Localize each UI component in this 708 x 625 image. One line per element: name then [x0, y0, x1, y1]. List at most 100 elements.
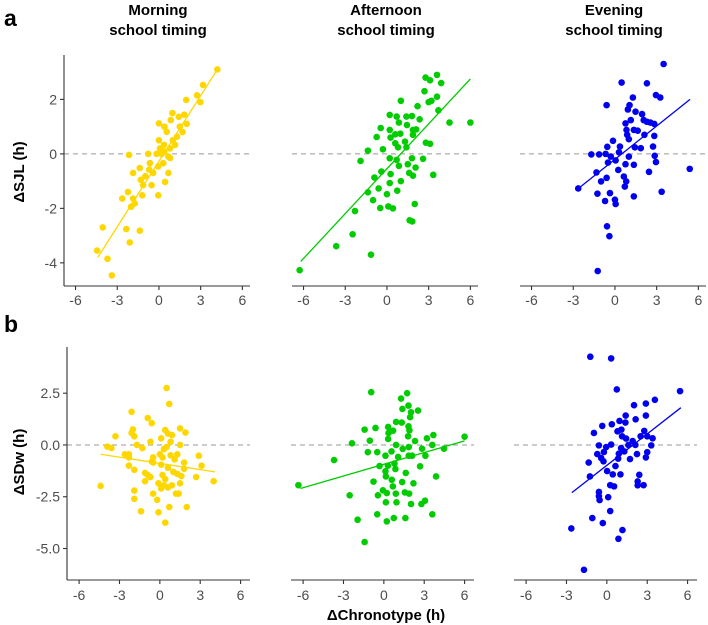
data-point — [403, 389, 411, 397]
data-point — [387, 134, 394, 141]
data-point — [404, 432, 412, 440]
data-point — [423, 435, 431, 442]
data-point — [157, 485, 165, 492]
data-point — [153, 150, 160, 158]
data-point — [686, 165, 694, 173]
regression-line — [100, 453, 216, 473]
x-tick-label: 0 — [611, 292, 619, 308]
data-point — [649, 435, 656, 442]
data-point — [180, 111, 188, 118]
data-point — [433, 93, 441, 100]
data-point — [167, 452, 174, 459]
data-point — [617, 471, 624, 478]
data-point — [379, 145, 387, 153]
data-point — [633, 450, 641, 458]
data-point — [618, 79, 625, 86]
data-point — [137, 507, 145, 515]
data-point — [167, 116, 175, 124]
x-tick-label: -3 — [567, 292, 580, 308]
data-point — [626, 455, 634, 463]
y-axis-label-sjl: ΔSJL (h) — [11, 141, 28, 202]
data-point — [108, 444, 115, 452]
data-point — [382, 499, 390, 506]
x-tick-label: 6 — [238, 292, 246, 308]
data-point — [392, 441, 400, 449]
data-point — [599, 519, 607, 527]
data-point — [163, 128, 171, 136]
data-point — [632, 415, 639, 423]
x-tick-label: -6 — [73, 587, 86, 603]
panel-sjl-afternoon: -6 -3 0 3 6 — [292, 71, 478, 308]
data-point — [631, 144, 639, 151]
data-point — [651, 152, 659, 160]
data-point — [147, 473, 154, 481]
y-tick-label: 2.5 — [41, 385, 61, 401]
data-point — [367, 388, 375, 396]
data-point — [199, 81, 207, 89]
data-point — [137, 176, 145, 184]
x-tick-label: 3 — [425, 292, 433, 308]
data-point — [402, 514, 409, 522]
data-point — [383, 489, 391, 497]
data-point — [364, 448, 372, 456]
data-point — [164, 464, 172, 472]
data-point — [405, 443, 413, 451]
data-point — [142, 172, 149, 180]
data-point — [354, 516, 361, 524]
column-title-afternoon-line2: school timing — [337, 22, 435, 39]
data-point — [467, 119, 474, 126]
data-point — [585, 459, 592, 466]
data-point — [622, 178, 630, 185]
data-point — [130, 495, 138, 503]
data-point — [588, 151, 595, 158]
data-point — [144, 414, 152, 422]
data-point — [163, 443, 170, 451]
data-point — [676, 387, 684, 395]
data-point — [369, 196, 377, 204]
data-point — [411, 437, 419, 445]
data-point — [604, 143, 611, 151]
regression-line — [300, 78, 471, 262]
data-point — [398, 419, 406, 426]
data-point — [370, 478, 377, 485]
data-point — [393, 499, 400, 506]
data-point — [373, 511, 381, 518]
data-point — [157, 461, 165, 468]
data-point — [382, 473, 390, 480]
data-point — [157, 435, 165, 442]
data-point — [590, 429, 598, 437]
x-tick-label: 6 — [466, 292, 474, 308]
data-point — [384, 423, 392, 431]
data-point — [638, 110, 646, 118]
data-point — [433, 71, 441, 79]
x-tick-label: -6 — [525, 292, 538, 308]
data-point — [361, 426, 368, 433]
column-title-evening-line1: Evening — [585, 2, 643, 19]
x-tick-label: 0 — [156, 587, 164, 603]
data-point — [124, 188, 132, 196]
data-point — [148, 181, 155, 189]
data-point — [446, 119, 453, 126]
data-point — [412, 164, 419, 171]
data-point — [412, 126, 420, 133]
data-point — [622, 435, 630, 442]
data-point — [183, 120, 191, 128]
data-point — [198, 462, 205, 469]
data-point — [183, 503, 191, 511]
data-point — [161, 178, 169, 186]
y-tick-label: 2 — [49, 91, 57, 107]
data-point — [130, 487, 138, 494]
data-point — [176, 425, 184, 432]
data-point — [607, 355, 615, 362]
data-point — [607, 441, 615, 448]
panel-sdw-evening: -6 -3 0 3 6 — [514, 353, 697, 603]
data-point — [176, 441, 184, 449]
data-point — [383, 190, 391, 198]
data-point — [389, 205, 397, 212]
data-point — [602, 443, 610, 451]
data-point — [613, 386, 621, 393]
data-point — [395, 162, 403, 170]
data-point — [393, 113, 400, 120]
data-point — [642, 400, 650, 407]
x-tick-label: 3 — [197, 292, 205, 308]
